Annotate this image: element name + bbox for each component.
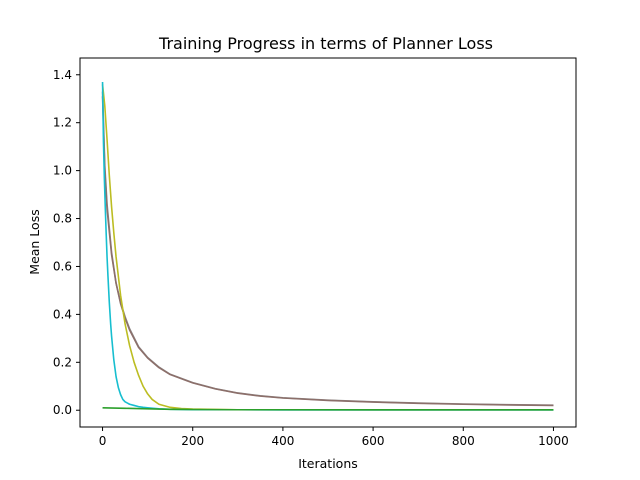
y-tick-label: 1.2 <box>53 116 72 130</box>
x-tick-label: 200 <box>181 434 204 448</box>
chart-title: Training Progress in terms of Planner Lo… <box>158 34 493 53</box>
x-axis-label: Iterations <box>298 456 358 471</box>
y-tick-label: 0.6 <box>53 259 72 273</box>
y-axis-label: Mean Loss <box>27 209 42 274</box>
y-tick-label: 0.0 <box>53 403 72 417</box>
x-tick-label: 0 <box>99 434 107 448</box>
x-tick-label: 600 <box>362 434 385 448</box>
y-tick-label: 1.4 <box>53 68 72 82</box>
y-tick-label: 0.8 <box>53 212 72 226</box>
series-line-5 <box>102 407 554 411</box>
y-tick-label: 1.0 <box>53 164 72 178</box>
x-tick-label: 1000 <box>538 434 569 448</box>
tick-layer: 0 200 400 600 800 1000 0.0 0.2 0.4 0.6 0.8 1.0 1.2 1.… <box>53 68 569 448</box>
series-line-2 <box>101 96 554 407</box>
y-tick-label: 0.2 <box>53 355 72 369</box>
axes-frame <box>79 57 577 428</box>
y-tick-label: 0.4 <box>53 307 72 321</box>
series-layer <box>101 81 554 411</box>
x-tick-label: 800 <box>452 434 475 448</box>
x-tick-label: 400 <box>271 434 294 448</box>
